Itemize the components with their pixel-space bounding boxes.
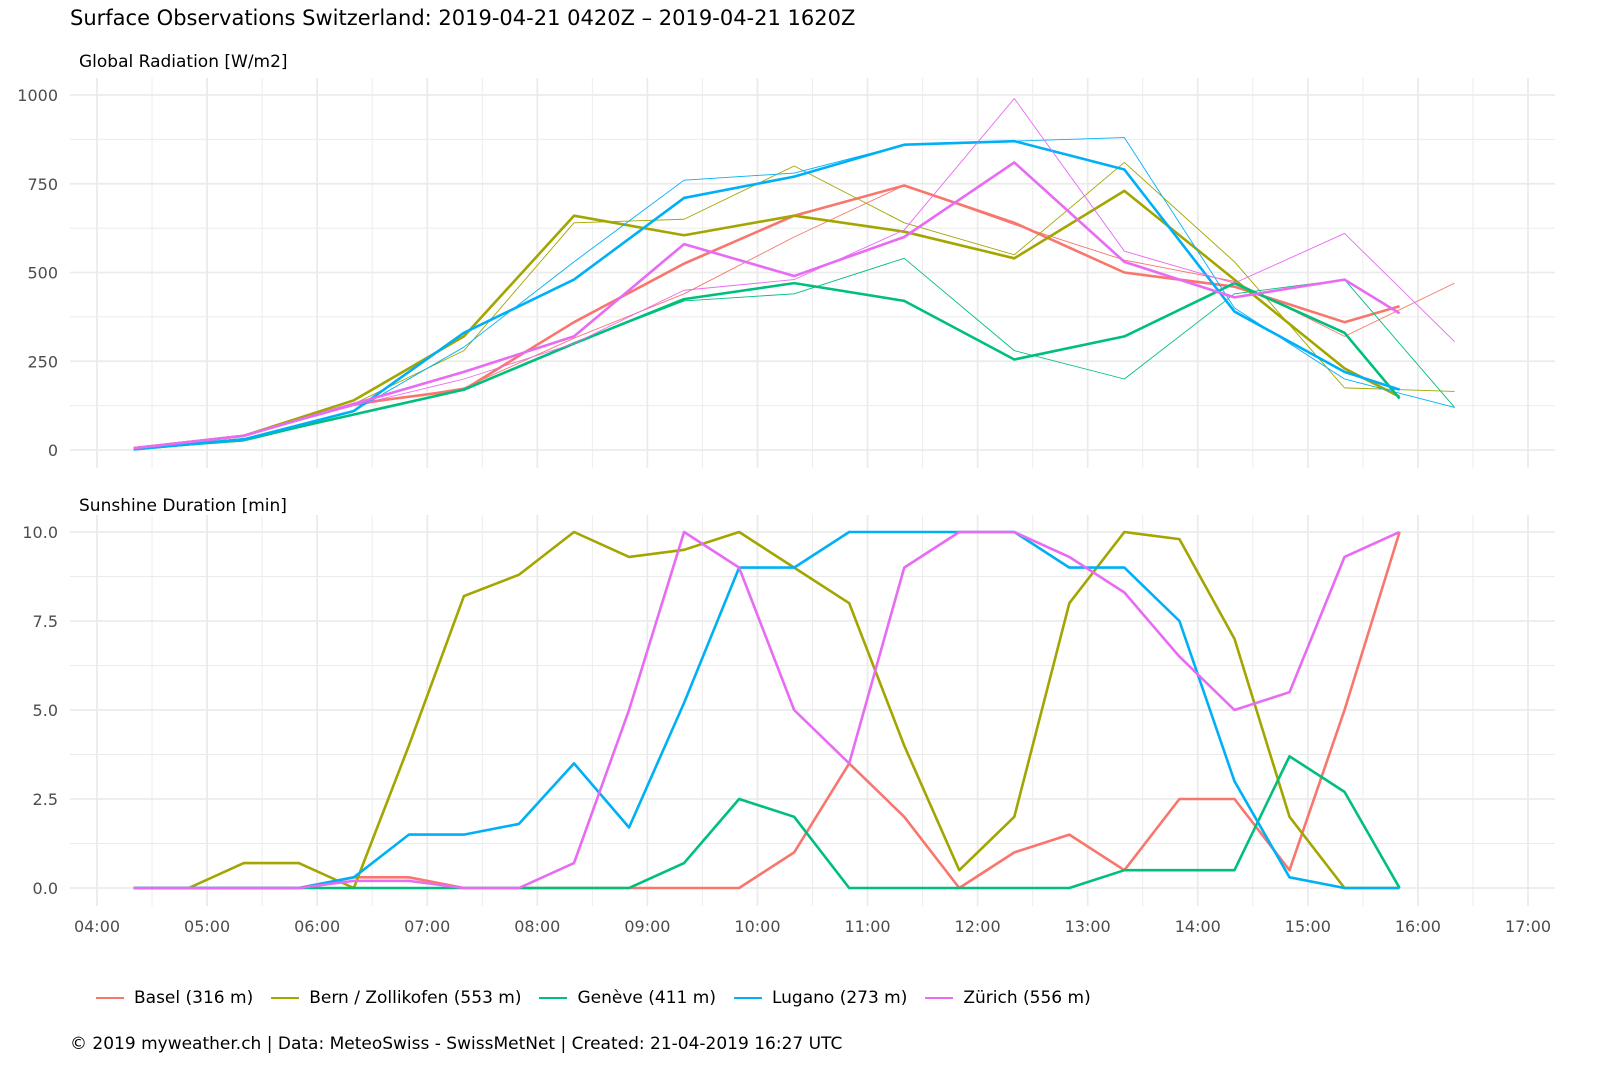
series-geneve-411-m	[133, 754, 1401, 890]
legend-label-zurich: Zürich (556 m)	[963, 988, 1091, 1008]
series-zurich-556-m	[133, 530, 1401, 890]
x-tick-label: 05:00	[184, 917, 230, 936]
gridlines	[70, 78, 1555, 468]
legend-item-zurich: Zürich (556 m)	[925, 988, 1091, 1008]
legend-item-bern: Bern / Zollikofen (553 m)	[271, 988, 521, 1008]
legend-item-geneve: Genève (411 m)	[539, 988, 716, 1008]
x-tick-label: 12:00	[955, 917, 1001, 936]
series-lugano-273-m	[133, 530, 1400, 890]
x-tick-label: 15:00	[1285, 917, 1331, 936]
x-tick-label: 08:00	[514, 917, 560, 936]
legend-key-lugano	[733, 997, 762, 999]
legend: Basel (316 m) Bern / Zollikofen (553 m) …	[96, 988, 1109, 1008]
x-tick-label: 07:00	[404, 917, 450, 936]
y-tick-label: 250	[27, 352, 58, 371]
series-line-smooth	[133, 139, 1400, 451]
y-tick-label: 1000	[17, 86, 58, 105]
series-line-smooth	[133, 281, 1401, 451]
y-tick-label: 10.0	[22, 523, 58, 542]
y-tick-label: 750	[27, 175, 58, 194]
legend-label-bern: Bern / Zollikofen (553 m)	[309, 988, 522, 1008]
legend-key-zurich	[925, 997, 954, 999]
chart-title: Surface Observations Switzerland: 2019-0…	[70, 6, 856, 30]
x-tick-label: 09:00	[624, 917, 670, 936]
y-tick-label: 2.5	[33, 790, 58, 809]
x-tick-label: 11:00	[844, 917, 890, 936]
series-line	[133, 754, 1401, 890]
x-tick-label: 14:00	[1175, 917, 1221, 936]
sunshine-panel-title: Sunshine Duration [min]	[79, 496, 287, 516]
y-tick-label: 500	[27, 264, 58, 283]
legend-key-basel	[96, 997, 124, 999]
series-line	[133, 530, 1400, 890]
legend-item-lugano: Lugano (273 m)	[733, 988, 908, 1008]
y-tick-label: 0	[48, 441, 58, 460]
legend-label-lugano: Lugano (273 m)	[771, 988, 908, 1008]
y-tick-label: 7.5	[33, 612, 58, 631]
x-tick-label: 10:00	[734, 917, 780, 936]
radiation-panel-title: Global Radiation [W/m2]	[79, 52, 288, 72]
series-line	[133, 530, 1401, 890]
series-line-smooth	[133, 189, 1401, 450]
series-lugano-273-m	[133, 137, 1455, 451]
legend-key-bern	[271, 997, 300, 999]
panel-2: 0.0 2.5 5.0 7.5 10.0 04:00 05:00 06:00 07:00 08:0…	[22, 515, 1555, 936]
series-line-smooth	[133, 161, 1401, 450]
series-line	[133, 530, 1400, 890]
caption: © 2019 myweather.ch | Data: MeteoSwiss -…	[70, 1034, 843, 1054]
x-tick-label: 13:00	[1065, 917, 1111, 936]
legend-label-geneve: Genève (411 m)	[577, 988, 716, 1008]
x-tick-label: 17:00	[1505, 917, 1551, 936]
legend-key-geneve	[539, 997, 568, 999]
legend-label-basel: Basel (316 m)	[134, 988, 254, 1008]
y-tick-label: 0.0	[33, 879, 58, 898]
panel-1: 0 250 500 750 1000	[17, 78, 1555, 468]
legend-item-basel: Basel (316 m)	[96, 988, 253, 1008]
y-tick-label: 5.0	[33, 701, 58, 720]
gridlines	[70, 515, 1555, 906]
x-tick-label: 16:00	[1395, 917, 1441, 936]
series-zurich-556-m	[133, 98, 1455, 450]
x-tick-label: 04:00	[74, 917, 120, 936]
x-tick-label: 06:00	[294, 917, 340, 936]
series-line-thin	[133, 98, 1455, 449]
